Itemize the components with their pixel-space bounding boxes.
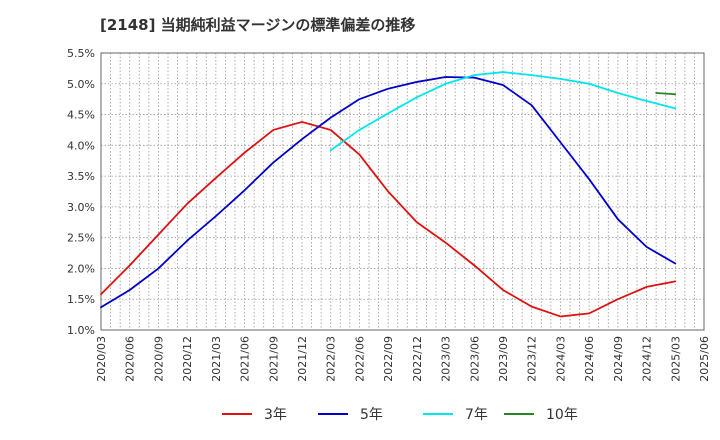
- x-tick-label: 2023/09: [497, 336, 510, 382]
- x-tick-label: 2024/12: [641, 336, 654, 382]
- x-axis: 2020/03 2020/06 2020/09 2020/12 2021/03 2021/…: [95, 336, 711, 382]
- y-tick-label: 2.0%: [67, 262, 95, 275]
- series-line: [655, 92, 677, 96]
- series-line: [329, 71, 677, 152]
- x-tick-label: 2021/06: [239, 336, 252, 382]
- grid-lines: [100, 52, 705, 331]
- y-tick-label: 4.5%: [67, 109, 95, 122]
- x-tick-label: 2021/09: [267, 336, 280, 382]
- series-line: [100, 76, 677, 309]
- x-tick-label: 2024/09: [612, 336, 625, 382]
- chart-title: [2148] 当期純利益マージンの標準偏差の推移: [100, 16, 415, 34]
- x-tick-label: 2020/03: [95, 336, 108, 382]
- x-tick-label: 2022/12: [411, 336, 424, 382]
- x-tick-label: 2022/06: [353, 336, 366, 382]
- x-tick-label: 2021/12: [296, 336, 309, 382]
- legend: 3年 5年 7年 10年: [222, 407, 578, 423]
- legend-label: 5年: [360, 407, 383, 423]
- y-tick-label: 1.5%: [67, 293, 95, 306]
- y-tick-label: 3.5%: [67, 170, 95, 183]
- legend-label: 10年: [546, 407, 578, 423]
- x-tick-label: 2020/12: [181, 336, 194, 382]
- x-tick-label: 2020/06: [124, 336, 137, 382]
- x-tick-label: 2020/09: [152, 336, 165, 382]
- series-lines: [100, 71, 677, 318]
- x-tick-label: 2024/06: [583, 336, 596, 382]
- legend-label: 3年: [264, 407, 287, 423]
- x-tick-label: 2024/03: [554, 336, 567, 382]
- plot-area: [100, 52, 705, 331]
- series-line: [100, 121, 677, 318]
- x-tick-label: 2025/06: [698, 336, 711, 382]
- x-tick-label: 2022/09: [382, 336, 395, 382]
- x-tick-label: 2023/12: [526, 336, 539, 382]
- y-tick-label: 4.0%: [67, 139, 95, 152]
- y-tick-label: 5.0%: [67, 78, 95, 91]
- x-tick-label: 2023/03: [440, 336, 453, 382]
- legend-label: 7年: [465, 407, 488, 423]
- x-tick-label: 2021/03: [210, 336, 223, 382]
- x-tick-label: 2022/03: [325, 336, 338, 382]
- y-axis: 1.0% 1.5% 2.0% 2.5% 3.0% 3.5% 4.0% 4.5% 5.0% 5.5%: [67, 47, 95, 337]
- y-tick-label: 2.5%: [67, 232, 95, 245]
- y-tick-label: 1.0%: [67, 324, 95, 337]
- y-tick-label: 3.0%: [67, 201, 95, 214]
- y-tick-label: 5.5%: [67, 47, 95, 60]
- x-tick-label: 2025/03: [669, 336, 682, 382]
- x-tick-label: 2023/06: [468, 336, 481, 382]
